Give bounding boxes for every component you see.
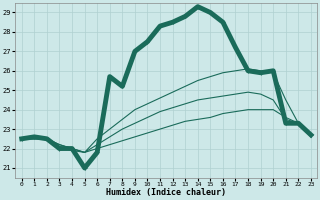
X-axis label: Humidex (Indice chaleur): Humidex (Indice chaleur) — [106, 188, 226, 197]
